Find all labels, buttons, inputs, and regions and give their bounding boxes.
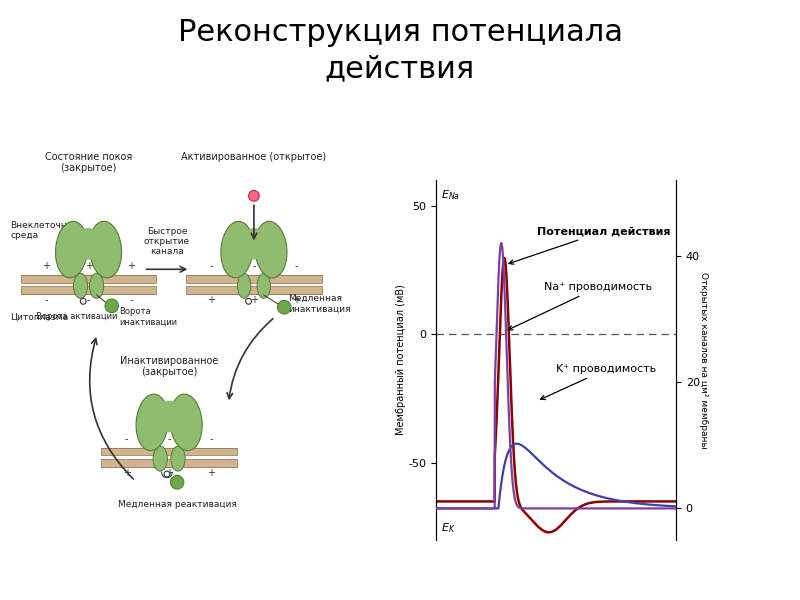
- Ellipse shape: [90, 274, 104, 298]
- Text: Потенциал действия: Потенциал действия: [509, 226, 670, 264]
- Text: -: -: [252, 261, 256, 271]
- Ellipse shape: [170, 394, 202, 451]
- Text: +: +: [207, 468, 215, 478]
- Text: Состояние покоя
(закрытое): Состояние покоя (закрытое): [45, 152, 132, 173]
- Text: +: +: [292, 295, 300, 305]
- Text: Быстрое
открытие
канала: Быстрое открытие канала: [144, 227, 190, 256]
- Ellipse shape: [221, 221, 253, 278]
- Ellipse shape: [254, 221, 287, 278]
- Text: Медленная
инактивация: Медленная инактивация: [288, 294, 350, 314]
- Text: $E_{Na}$: $E_{Na}$: [441, 188, 460, 202]
- Ellipse shape: [278, 301, 291, 314]
- Text: +: +: [250, 295, 258, 305]
- Text: Инактивированное
(закрытое): Инактивированное (закрытое): [120, 356, 218, 377]
- Text: Na⁺ проводимость: Na⁺ проводимость: [508, 283, 652, 330]
- Text: -: -: [210, 434, 214, 443]
- Ellipse shape: [159, 401, 179, 433]
- Text: -: -: [294, 261, 298, 271]
- Ellipse shape: [171, 446, 185, 471]
- Text: Na⁺: Na⁺: [246, 191, 262, 200]
- Text: Реконструкция потенциала
действия: Реконструкция потенциала действия: [178, 18, 622, 83]
- Ellipse shape: [246, 298, 251, 304]
- Text: +: +: [122, 468, 130, 478]
- Text: Ворота
инактивации: Ворота инактивации: [119, 307, 177, 326]
- Text: Внеклеточная
среда: Внеклеточная среда: [10, 221, 78, 240]
- Ellipse shape: [244, 228, 264, 260]
- Text: Медленная реактивация: Медленная реактивация: [118, 500, 237, 509]
- Text: +: +: [207, 295, 215, 305]
- Ellipse shape: [105, 299, 118, 313]
- Ellipse shape: [55, 221, 88, 278]
- Text: +: +: [42, 261, 50, 271]
- Text: -: -: [87, 295, 90, 305]
- Ellipse shape: [249, 190, 259, 201]
- Text: Ворота активации: Ворота активации: [36, 311, 118, 320]
- Ellipse shape: [78, 228, 98, 260]
- Text: $E_{K}$: $E_{K}$: [441, 521, 455, 535]
- Ellipse shape: [170, 475, 184, 489]
- Ellipse shape: [257, 274, 270, 298]
- Text: -: -: [125, 434, 129, 443]
- Text: -: -: [45, 295, 48, 305]
- Text: K⁺ проводимость: K⁺ проводимость: [541, 364, 656, 400]
- Bar: [102, 459, 237, 467]
- Ellipse shape: [74, 274, 88, 298]
- Text: -: -: [130, 295, 133, 305]
- Ellipse shape: [153, 446, 167, 471]
- Ellipse shape: [164, 471, 170, 477]
- Text: +: +: [85, 261, 93, 271]
- Y-axis label: Открытых каналов на цм² мембраны: Открытых каналов на цм² мембраны: [699, 272, 708, 448]
- Ellipse shape: [238, 274, 251, 298]
- Ellipse shape: [90, 221, 122, 278]
- Ellipse shape: [136, 394, 168, 451]
- Bar: [21, 286, 157, 294]
- Text: +: +: [165, 468, 173, 478]
- Bar: [186, 275, 322, 283]
- Text: Активированное (открытое): Активированное (открытое): [182, 152, 326, 162]
- Text: -: -: [167, 434, 171, 443]
- Bar: [186, 286, 322, 294]
- Text: +: +: [127, 261, 135, 271]
- Bar: [21, 275, 157, 283]
- Text: Цитоплазма: Цитоплазма: [10, 312, 68, 321]
- Text: -: -: [210, 261, 214, 271]
- Bar: [102, 448, 237, 455]
- Ellipse shape: [80, 298, 86, 304]
- Y-axis label: Мембранный потенциал (мВ): Мембранный потенциал (мВ): [395, 284, 406, 436]
